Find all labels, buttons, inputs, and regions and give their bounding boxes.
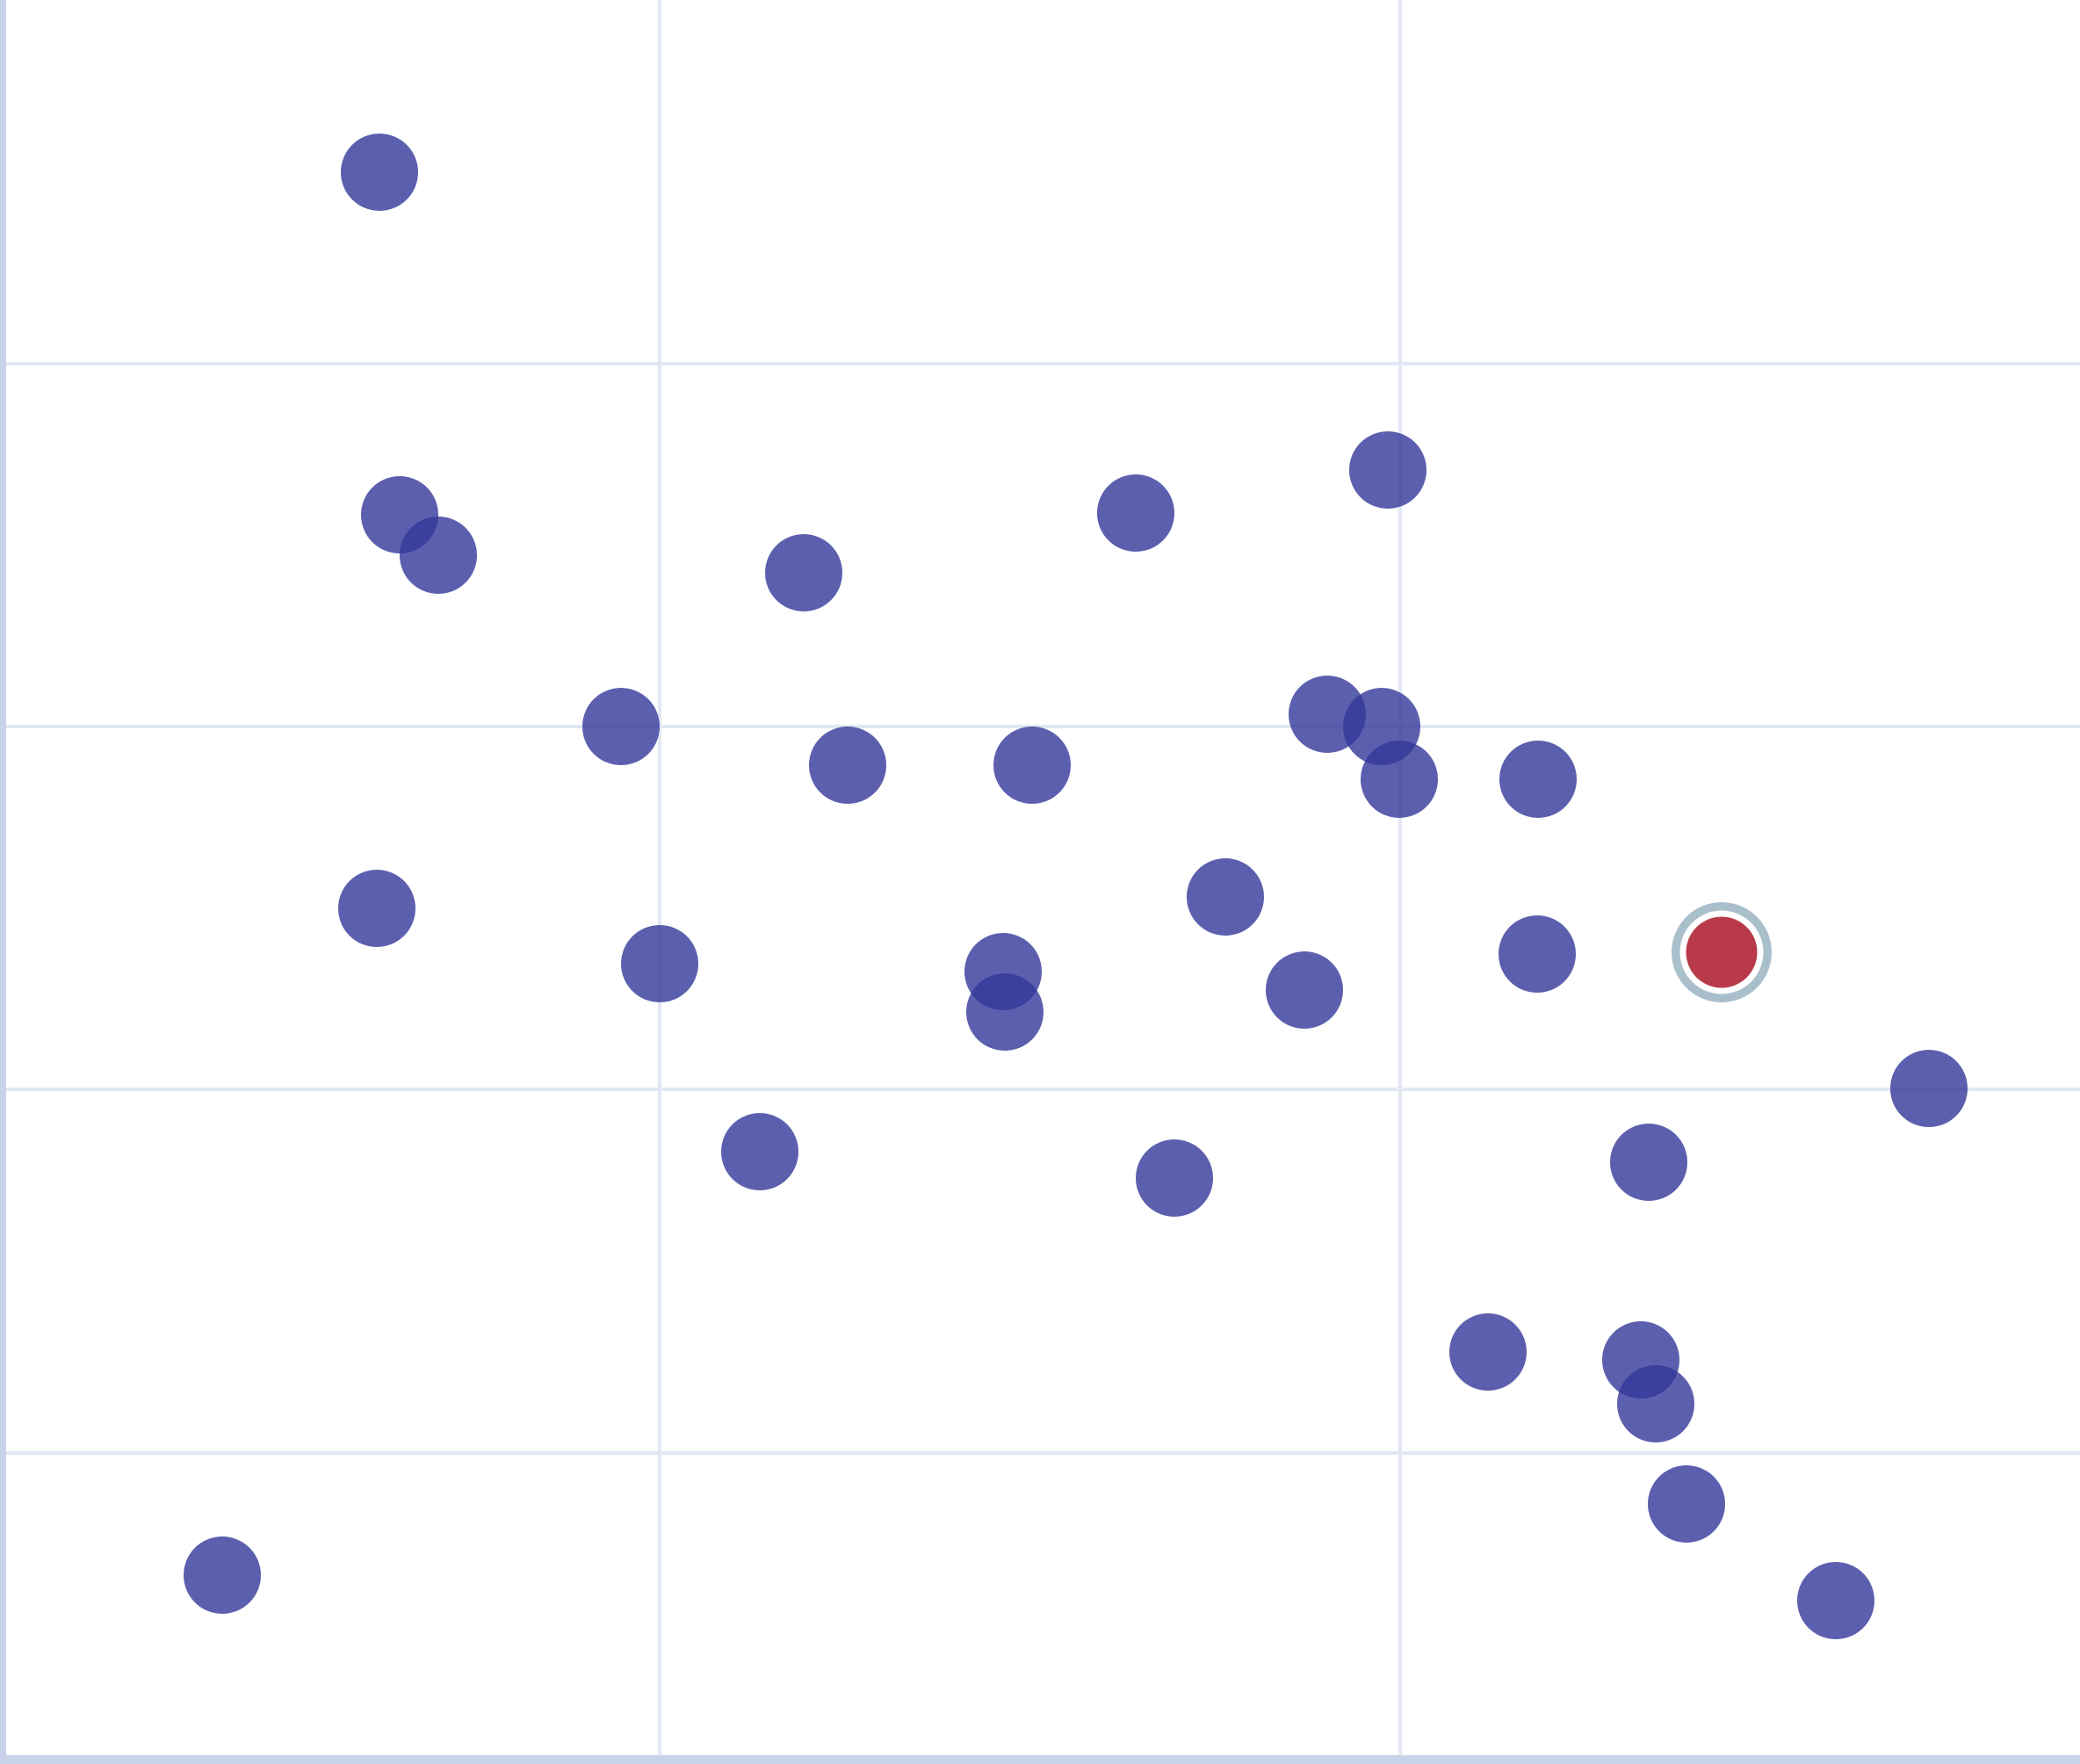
- data-point[interactable]: [1361, 741, 1438, 818]
- data-point[interactable]: [1499, 915, 1576, 993]
- data-point[interactable]: [721, 1113, 798, 1190]
- data-point[interactable]: [400, 517, 477, 594]
- data-point[interactable]: [1266, 951, 1343, 1029]
- data-point[interactable]: [582, 688, 660, 765]
- data-point[interactable]: [1797, 1562, 1874, 1639]
- data-point[interactable]: [621, 925, 698, 1002]
- data-point[interactable]: [1499, 741, 1577, 818]
- data-point[interactable]: [1187, 858, 1264, 936]
- data-point[interactable]: [1890, 1050, 1968, 1127]
- data-point[interactable]: [966, 973, 1044, 1051]
- data-point[interactable]: [1648, 1465, 1725, 1543]
- plot-left-border: [0, 0, 6, 1764]
- data-point[interactable]: [993, 727, 1071, 804]
- data-point[interactable]: [1097, 474, 1174, 552]
- data-point[interactable]: [1136, 1139, 1213, 1217]
- plot-bottom-border: [0, 1755, 2080, 1764]
- data-point[interactable]: [809, 727, 886, 804]
- data-point[interactable]: [765, 534, 842, 611]
- data-point[interactable]: [1449, 1313, 1527, 1391]
- data-point[interactable]: [1617, 1365, 1694, 1442]
- data-point[interactable]: [1349, 431, 1426, 509]
- data-point[interactable]: [341, 134, 418, 211]
- data-point[interactable]: [338, 870, 415, 947]
- highlighted-point-outer-ring: [1672, 902, 1772, 1002]
- data-point[interactable]: [1610, 1124, 1687, 1201]
- data-point[interactable]: [184, 1536, 261, 1614]
- highlighted-point-inner-ring: [1679, 910, 1764, 994]
- highlighted-point[interactable]: [1686, 916, 1758, 988]
